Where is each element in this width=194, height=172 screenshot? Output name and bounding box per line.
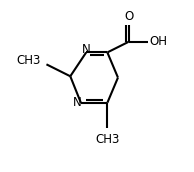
Text: CH3: CH3 [17, 54, 41, 67]
Text: N: N [82, 43, 91, 56]
Text: CH3: CH3 [95, 133, 120, 146]
Text: O: O [124, 10, 133, 23]
Text: N: N [73, 96, 82, 109]
Text: OH: OH [149, 35, 167, 48]
